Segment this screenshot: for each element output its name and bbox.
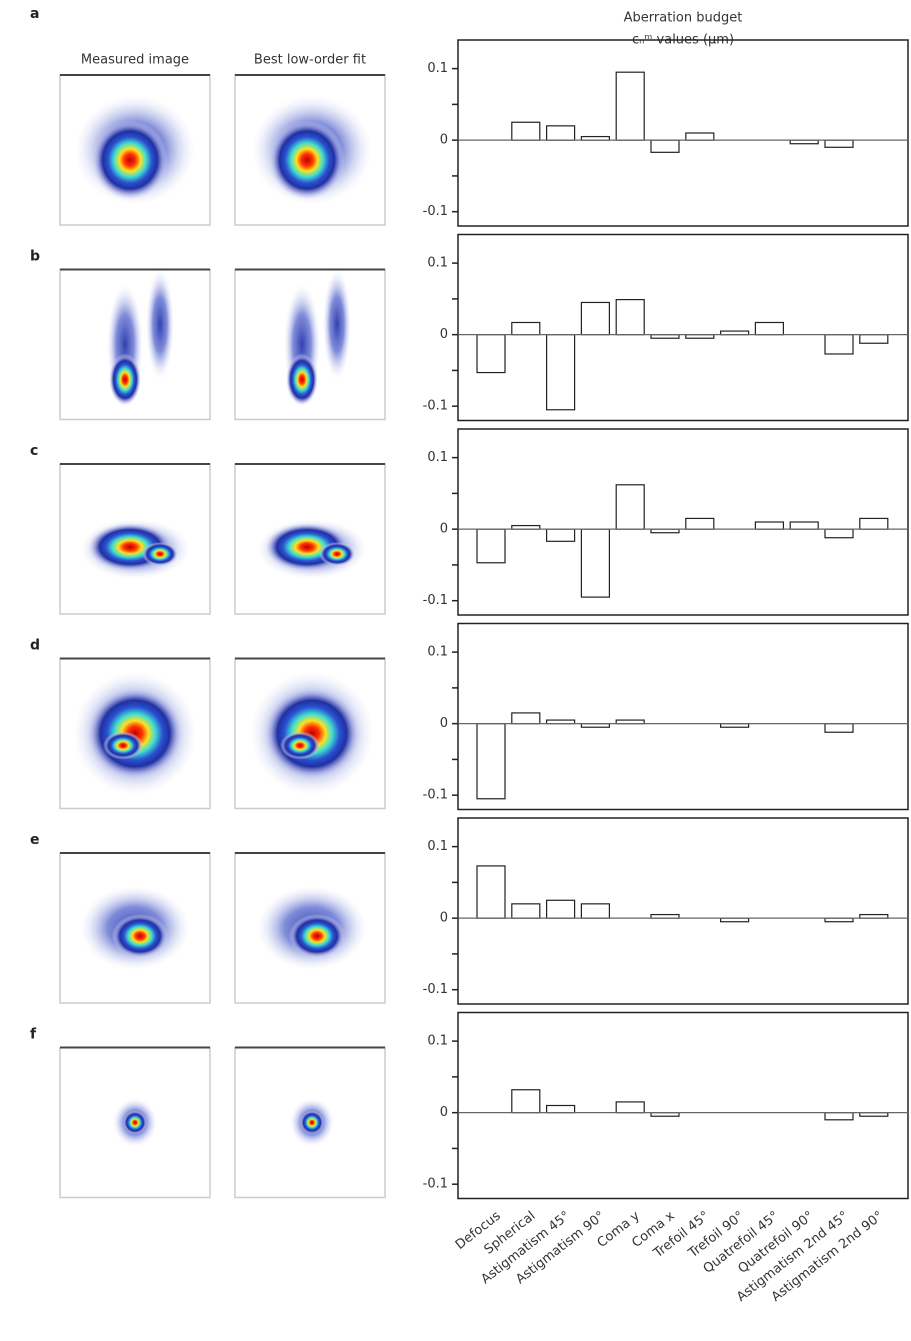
image-panel (234, 1046, 386, 1199)
y-tick-label: 0.1 (427, 645, 448, 660)
bar (824, 723, 854, 733)
image-panel (234, 463, 386, 615)
image-panel (59, 657, 211, 810)
plot-frame (457, 428, 909, 616)
bar (650, 139, 680, 153)
y-tick-label: -0.1 (423, 788, 448, 803)
image-blob (142, 542, 178, 566)
image-blob (300, 1110, 324, 1135)
plot-frame (457, 233, 909, 422)
image-blob (87, 687, 183, 780)
bar (545, 1104, 576, 1114)
y-tick-label: 0.1 (427, 1034, 448, 1049)
bar (511, 712, 541, 725)
image-blob (109, 353, 141, 406)
panel-label: f (30, 1027, 37, 1043)
bar (476, 723, 506, 800)
image-panel (59, 268, 211, 421)
image-panel (234, 268, 386, 421)
bar (754, 521, 785, 530)
panel-label: a (30, 6, 39, 22)
bar (511, 1089, 541, 1114)
bar (476, 528, 506, 564)
bar (824, 334, 854, 355)
image-panel (59, 74, 211, 226)
panel-label: c (30, 443, 38, 459)
image-blob (123, 1110, 147, 1135)
bar (580, 301, 611, 336)
image-blob (319, 542, 355, 566)
bar (615, 71, 645, 141)
plot-frame (457, 1011, 909, 1200)
y-tick-label: 0 (440, 133, 448, 148)
bar (615, 299, 645, 336)
column-header: Measured image (81, 53, 189, 68)
image-blob (269, 120, 345, 200)
bar (615, 1101, 645, 1114)
y-tick-label: -0.1 (423, 399, 448, 414)
bar (580, 903, 611, 919)
bar (545, 528, 576, 542)
image-blob (289, 914, 345, 958)
bar (476, 865, 506, 919)
bar (859, 334, 889, 344)
bar (545, 125, 576, 141)
y-tick-label: -0.1 (423, 1177, 448, 1192)
y-tick-label: -0.1 (423, 204, 448, 219)
chart-title: Aberration budget (624, 11, 743, 26)
image-blob (264, 687, 360, 780)
image-panel (234, 74, 386, 226)
y-tick-label: 0 (440, 522, 448, 537)
y-tick-label: -0.1 (423, 593, 448, 608)
image-blob (286, 353, 318, 406)
bar (545, 899, 576, 919)
bar (511, 903, 541, 919)
y-tick-label: 0 (440, 327, 448, 342)
bar (511, 321, 541, 336)
bar (859, 517, 889, 530)
image-blob (92, 120, 168, 200)
y-tick-label: 0 (440, 1105, 448, 1120)
column-header: Best low-order fit (254, 53, 366, 68)
y-tick-label: 0.1 (427, 61, 448, 76)
plot-frame (457, 39, 909, 227)
bar (545, 334, 576, 411)
image-blob (146, 269, 174, 380)
y-tick-label: 0 (440, 716, 448, 731)
bar (824, 1112, 854, 1121)
plot-frame (457, 622, 909, 811)
y-tick-label: -0.1 (423, 982, 448, 997)
bar (615, 484, 645, 530)
bar (476, 334, 506, 374)
image-panel (234, 657, 386, 810)
bar (685, 517, 715, 530)
plot-frame (457, 817, 909, 1005)
y-tick-label: 0.1 (427, 256, 448, 271)
image-blob (280, 731, 320, 760)
bar (789, 521, 819, 530)
y-tick-label: 0.1 (427, 450, 448, 465)
image-blob (323, 269, 351, 380)
image-panel (59, 463, 211, 615)
y-tick-label: 0 (440, 911, 448, 926)
bar (754, 321, 785, 336)
y-tick-label: 0.1 (427, 839, 448, 854)
panel-label: d (30, 638, 40, 654)
image-panel (59, 1046, 211, 1199)
bar (824, 139, 854, 148)
bar (824, 528, 854, 539)
image-blob (112, 914, 168, 958)
bar (685, 132, 715, 141)
image-blob (103, 731, 143, 760)
bar (580, 528, 611, 598)
image-panel (59, 852, 211, 1004)
image-panel (234, 852, 386, 1004)
bar (511, 121, 541, 141)
panel-label: b (30, 249, 40, 265)
panel-label: e (30, 832, 40, 848)
